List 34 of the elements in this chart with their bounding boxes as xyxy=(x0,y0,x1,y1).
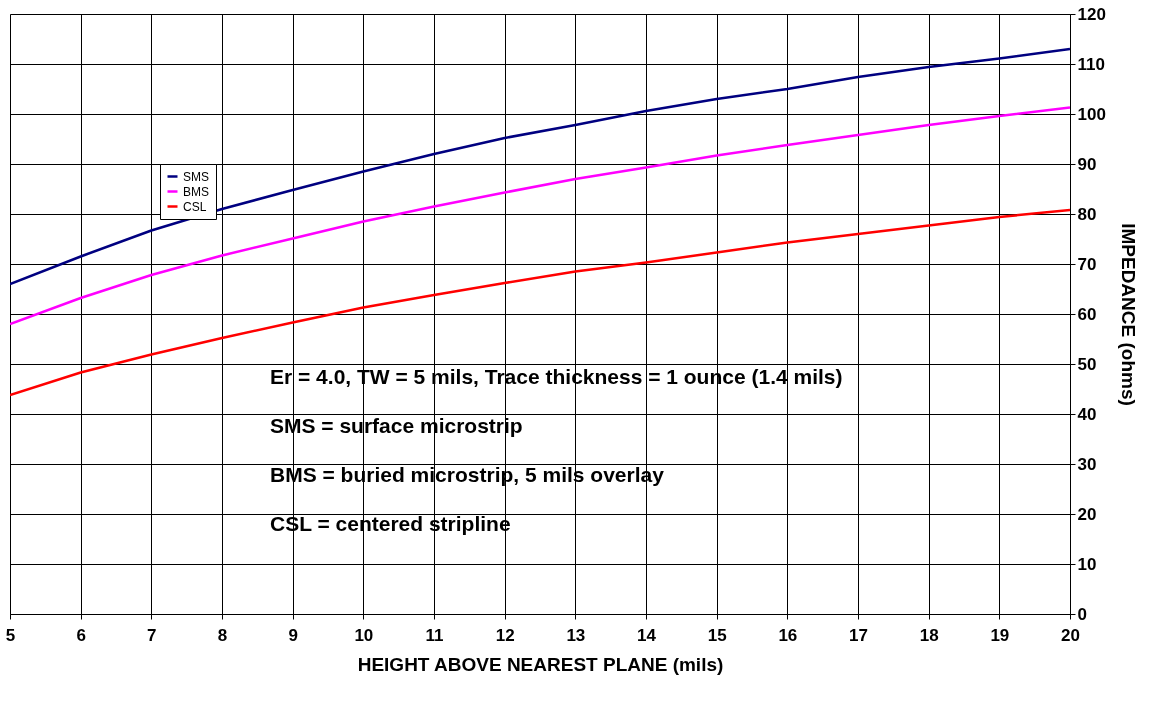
x-tick-label: 5 xyxy=(5,625,16,645)
y-tick-label: 40 xyxy=(1077,404,1097,424)
y-tick-label: 50 xyxy=(1077,354,1097,374)
x-tick-label: 6 xyxy=(76,625,86,645)
x-tick-label: 12 xyxy=(495,625,515,645)
y-tick-label: 0 xyxy=(1077,604,1087,624)
x-tick-label: 7 xyxy=(147,625,157,645)
x-tick-label: 11 xyxy=(425,625,444,645)
x-tick-label: 16 xyxy=(778,625,798,645)
y-axis-title: IMPEDANCE (ohms) xyxy=(1117,223,1139,406)
y-tick-label: 20 xyxy=(1077,504,1097,524)
x-tick-label: 14 xyxy=(637,625,657,645)
x-tick-label: 10 xyxy=(354,625,374,645)
x-tick-label: 15 xyxy=(707,625,727,645)
y-tick-label: 110 xyxy=(1077,54,1105,74)
x-tick-label: 18 xyxy=(919,625,939,645)
y-tick-label: 120 xyxy=(1077,4,1106,24)
x-tick-label: 8 xyxy=(217,625,228,645)
y-tick-label: 60 xyxy=(1077,304,1097,324)
y-tick-label: 70 xyxy=(1077,254,1097,274)
legend-label: SMS xyxy=(183,169,210,184)
y-tick-label: 90 xyxy=(1077,154,1097,174)
legend-label: BMS xyxy=(183,184,210,199)
x-tick-label: 20 xyxy=(1061,625,1080,645)
x-axis-title: HEIGHT ABOVE NEAREST PLANE (mils) xyxy=(357,653,724,675)
legend-label: CSL xyxy=(183,199,207,214)
y-tick-label: 80 xyxy=(1077,204,1097,224)
x-tick-label: 17 xyxy=(849,625,868,645)
x-tick-label: 9 xyxy=(288,625,298,645)
x-tick-label: 19 xyxy=(990,625,1010,645)
y-tick-label: 30 xyxy=(1077,454,1097,474)
x-tick-label: 13 xyxy=(566,625,586,645)
y-tick-label: 100 xyxy=(1077,104,1106,124)
y-tick-label: 10 xyxy=(1077,554,1097,574)
